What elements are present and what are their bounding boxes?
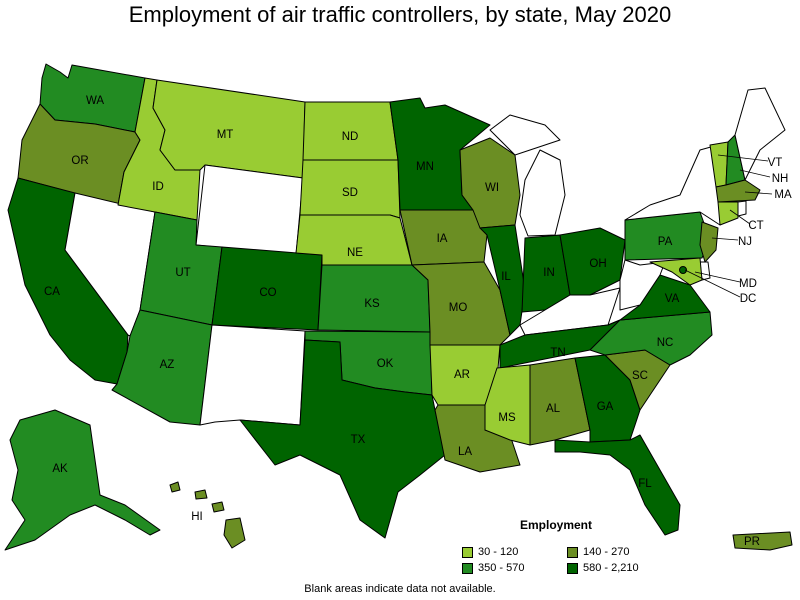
label-ar: AR (454, 369, 470, 381)
legend-label: 140 - 270 (583, 546, 630, 558)
state-mi[interactable] (489, 114, 566, 237)
label-oh: OH (589, 258, 606, 270)
label-mo: MO (449, 302, 468, 314)
label-nh: NH (772, 173, 789, 185)
leader-lines (684, 154, 773, 298)
label-nc: NC (657, 337, 674, 349)
legend-items: 30 - 120 140 - 270 350 - 570 580 - 2,210 (462, 546, 662, 574)
legend-item: 580 - 2,210 (567, 562, 677, 574)
state-va[interactable] (607, 274, 711, 326)
label-ok: OK (377, 358, 394, 370)
label-pr: PR (744, 536, 760, 548)
label-fl: FL (638, 478, 652, 490)
label-wa: WA (86, 95, 104, 107)
legend-item: 30 - 120 (462, 546, 567, 558)
footnote: Blank areas indicate data not available. (304, 583, 496, 595)
legend-swatch (462, 562, 473, 574)
label-ga: GA (597, 401, 614, 413)
label-ut: UT (175, 267, 190, 279)
legend-label: 350 - 570 (478, 562, 525, 574)
map-title: Employment of air traffic controllers, b… (128, 2, 672, 27)
state-pr[interactable] (732, 531, 793, 551)
legend-swatch (567, 546, 578, 558)
label-ca: CA (44, 286, 60, 298)
legend-item: 350 - 570 (462, 562, 567, 574)
label-sc: SC (632, 370, 648, 382)
label-la: LA (458, 446, 472, 458)
label-il: IL (501, 271, 511, 283)
state-wy[interactable] (195, 164, 304, 256)
label-md: MD (739, 278, 757, 290)
label-vt: VT (768, 157, 783, 169)
label-nd: ND (342, 131, 359, 143)
label-tx: TX (351, 434, 366, 446)
label-wi: WI (485, 182, 499, 194)
state-ct[interactable] (717, 201, 739, 226)
state-ia[interactable] (399, 209, 488, 266)
state-ri[interactable] (737, 200, 747, 217)
state-il[interactable] (479, 224, 526, 336)
label-dc: DC (740, 293, 757, 305)
state-al[interactable] (529, 357, 591, 446)
state-md[interactable] (649, 257, 703, 286)
state-ak[interactable] (4, 409, 161, 551)
state-ny[interactable] (624, 144, 723, 226)
legend-label: 30 - 120 (478, 546, 519, 558)
label-mt: MT (217, 129, 234, 141)
legend-label: 580 - 2,210 (583, 562, 639, 574)
label-in: IN (543, 267, 555, 279)
label-ak: AK (52, 463, 68, 475)
label-az: AZ (160, 359, 175, 371)
legend-item: 140 - 270 (567, 546, 677, 558)
state-fl[interactable] (554, 434, 681, 536)
label-mn: MN (416, 161, 434, 173)
label-va: VA (665, 293, 680, 305)
label-nj: NJ (738, 236, 752, 248)
state-tx[interactable] (239, 339, 446, 539)
label-or: OR (71, 155, 88, 167)
label-co: CO (259, 287, 276, 299)
label-ma: MA (774, 189, 792, 201)
label-ct: CT (748, 220, 763, 232)
label-sd: SD (342, 187, 358, 199)
label-hi: HI (191, 511, 203, 523)
label-id: ID (152, 181, 164, 193)
label-ks: KS (364, 298, 380, 310)
label-al: AL (546, 403, 561, 415)
legend-swatch (567, 562, 578, 574)
label-pa: PA (658, 236, 673, 248)
legend: Employment 30 - 120 140 - 270 350 - 570 … (462, 518, 662, 574)
legend-swatch (462, 546, 473, 558)
state-labels: WA OR CA ID MT UT AZ CO ND SD NE KS OK T… (44, 95, 792, 548)
legend-title: Employment (520, 518, 593, 532)
label-tn: TN (550, 347, 565, 359)
state-nj[interactable] (699, 221, 719, 263)
state-hi[interactable] (169, 481, 246, 549)
label-ms: MS (498, 412, 516, 424)
state-dc[interactable] (679, 266, 687, 274)
label-ne: NE (347, 247, 363, 259)
state-nm[interactable] (199, 324, 306, 426)
state-wv[interactable] (619, 259, 666, 311)
label-ia: IA (437, 233, 448, 245)
